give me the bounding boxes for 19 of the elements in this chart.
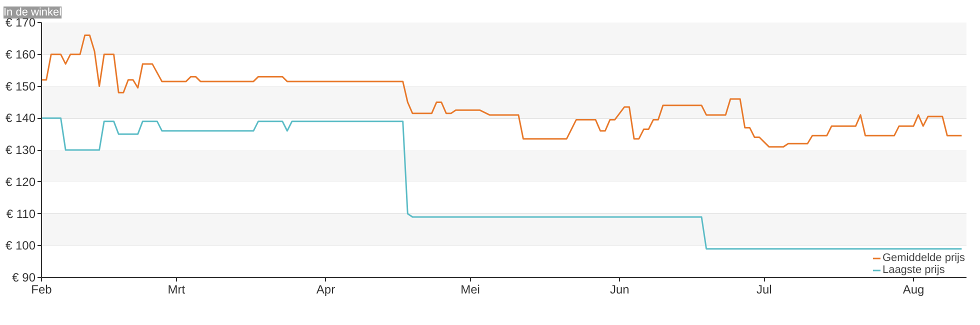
y-tick-label: € 110 xyxy=(6,206,36,221)
y-tick-label: € 100 xyxy=(5,238,36,253)
x-tick-label: Aug xyxy=(902,282,924,296)
x-tick-label: Mei xyxy=(460,282,480,296)
legend-label: Laagste prijs xyxy=(882,264,945,276)
y-tick-label: € 170 xyxy=(5,16,36,30)
x-tick-label: Jun xyxy=(610,282,630,296)
y-tick-label: € 90 xyxy=(12,270,36,284)
x-tick-label: Jul xyxy=(756,282,772,296)
x-tick-label: Apr xyxy=(316,282,336,296)
y-tick-label: € 140 xyxy=(5,111,36,126)
y-tick-label: € 150 xyxy=(5,79,36,94)
y-tick-label: € 130 xyxy=(5,143,36,157)
x-tick-label: Feb xyxy=(31,282,52,296)
x-tick-label: Mrt xyxy=(168,282,186,296)
legend-label: Gemiddelde prijs xyxy=(882,252,965,264)
y-tick-label: € 160 xyxy=(5,47,36,62)
text: In de winkel xyxy=(4,6,62,18)
y-tick-label: € 120 xyxy=(5,174,36,189)
